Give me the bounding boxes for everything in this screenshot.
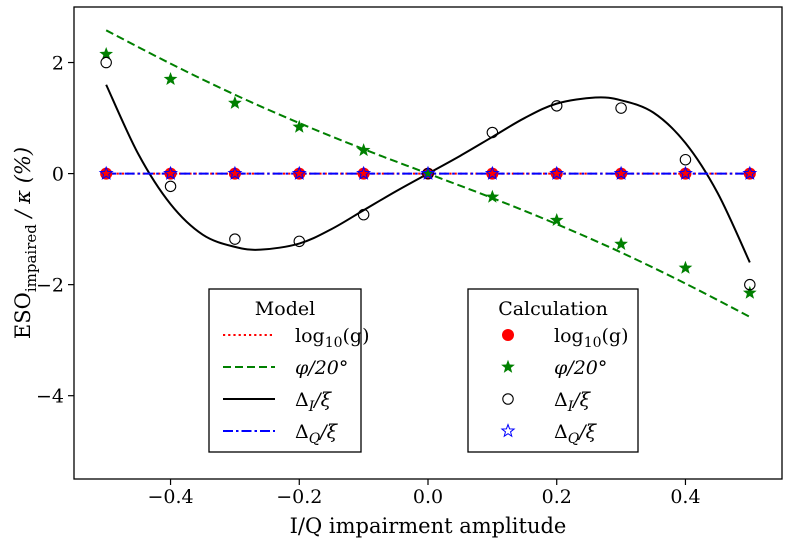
x-tick-label: −0.4 [147, 486, 193, 508]
calc-point--q- [227, 165, 243, 180]
legend-swatch [500, 423, 516, 438]
legend-label: φ/20° [295, 357, 348, 379]
legend-swatch [502, 393, 514, 405]
series-layer [98, 29, 758, 318]
calc-point--20- [549, 213, 564, 227]
legend-frame [467, 288, 639, 453]
legend-label: ΔI/ξ [295, 389, 333, 415]
y-tick-label: 2 [52, 53, 64, 75]
x-tick-label: −0.2 [276, 486, 322, 508]
calc-point--q- [549, 165, 565, 180]
calc-point--q- [678, 165, 693, 180]
legend-label: log10(g) [295, 325, 370, 351]
calc-point--i- [615, 102, 627, 114]
calc-point--q- [742, 165, 758, 180]
calc-point--i- [679, 153, 692, 166]
calc-point--20- [292, 119, 307, 133]
calc-point--i- [293, 235, 306, 248]
calc-point--q- [163, 165, 178, 180]
legend-label-tail: /ξ [577, 421, 597, 443]
legend-title: Model [255, 298, 315, 320]
legend-label-main: Δ [295, 421, 309, 443]
calc-point--20- [99, 47, 114, 61]
calc-point--i- [744, 278, 756, 291]
legend-label-main: Δ [554, 421, 568, 443]
y-tick-label: −4 [36, 386, 64, 408]
legend-label: φ/20° [554, 357, 607, 379]
calc-point--i- [357, 208, 370, 221]
x-tick-label: 0.0 [413, 486, 443, 508]
axis-ticks: −0.4 −0.2 0.0 0.2 0.4 2 0 −2 −4 [36, 53, 701, 508]
legend-label: ΔQ/ξ [554, 421, 598, 447]
x-tick-label: 0.4 [670, 486, 700, 508]
calc-point--20- [485, 189, 500, 203]
legend-label-tail: /ξ [318, 421, 338, 443]
legend-label-main: log [554, 325, 584, 347]
legend-title: Calculation [498, 298, 608, 320]
calc-point--q- [420, 165, 436, 180]
legend-swatch [501, 359, 515, 373]
y-tick-label: −2 [36, 275, 64, 297]
legend-label-main: Δ [295, 389, 309, 411]
calc-point--20- [356, 143, 371, 157]
legend-label-sub: Q [568, 431, 580, 447]
calc-point--i- [164, 180, 177, 193]
legend-label-sub: I [567, 399, 574, 415]
legend-label-main: Δ [554, 389, 568, 411]
calc-point--q- [484, 165, 500, 180]
legend-label-tail: (g) [602, 325, 629, 347]
legend-label: ΔQ/ξ [295, 421, 339, 447]
y-tick-label: 0 [52, 164, 64, 186]
legend-label-main: log [295, 325, 325, 347]
calc-point--q- [98, 165, 114, 180]
calc-point--i- [486, 126, 499, 139]
legend-label: log10(g) [554, 325, 629, 351]
calc-point--q- [291, 165, 307, 180]
calc-point--20- [614, 236, 628, 250]
legend-label-tail: /ξ [312, 389, 332, 411]
legend-swatch [502, 329, 514, 341]
legend-label-sub: 10 [584, 335, 602, 351]
legend-label-tail: (g) [343, 325, 370, 347]
legends: Modellog10(g)φ/20°ΔI/ξΔQ/ξCalculationlog… [208, 288, 639, 453]
calc-point--20- [678, 260, 693, 274]
calc-point--20- [228, 95, 242, 109]
legend-label-sub: 10 [325, 335, 343, 351]
calc-point--i- [550, 100, 563, 112]
calc-point--20- [421, 166, 435, 180]
calc-point--i- [229, 233, 241, 245]
y-axis-label: ESOimpaired / κ (%) [11, 147, 40, 339]
legend-label-sub: Q [309, 431, 321, 447]
legend-label-sub: I [308, 399, 315, 415]
x-axis-label: I/Q impairment amplitude [290, 514, 567, 538]
legend-frame [208, 288, 362, 453]
legend-label-tail: /ξ [571, 389, 591, 411]
calc-point--i- [100, 56, 112, 69]
calc-point--20- [742, 285, 757, 299]
calc-point--20- [163, 71, 178, 86]
calc-point--q- [356, 165, 372, 180]
legend-label: ΔI/ξ [554, 389, 592, 415]
x-tick-label: 0.2 [542, 486, 572, 508]
calc-point--q- [613, 165, 629, 180]
